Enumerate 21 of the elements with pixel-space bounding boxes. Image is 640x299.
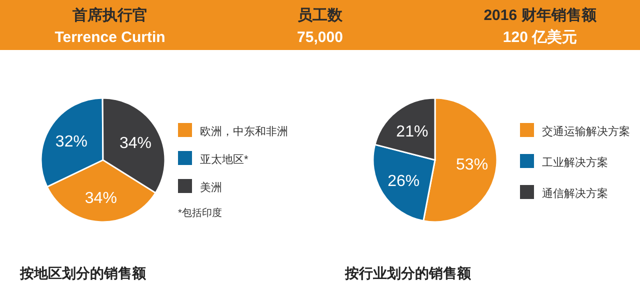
legend-label: 欧洲，中东和非洲 [200, 125, 288, 138]
legend-label: 美洲 [200, 181, 222, 194]
text: 按行业划分的销售额 [344, 265, 472, 281]
text: 2016 财年销售额 [484, 6, 598, 24]
data-label: 21% [396, 124, 428, 141]
legend-label: 交通运输解决方案 [542, 125, 630, 138]
text: 首席执行官 [72, 6, 148, 24]
text: 员工数 [298, 7, 344, 24]
text: 120 亿美元 [502, 28, 578, 46]
text: 75,000 [297, 29, 343, 46]
legend-label: 通信解决方案 [542, 187, 608, 200]
data-label: 34% [119, 134, 152, 152]
legend-label: 工业解决方案 [542, 156, 608, 169]
text: 按地区划分的销售额 [19, 265, 147, 281]
text: Terrence Curtin [54, 29, 166, 46]
data-label: 32% [55, 133, 88, 150]
data-label: 53% [456, 156, 488, 174]
data-label: 34% [84, 190, 117, 208]
text: *包括印度 [178, 207, 222, 219]
legend-label: 亚太地区* [200, 153, 249, 166]
data-label: 26% [388, 172, 420, 190]
